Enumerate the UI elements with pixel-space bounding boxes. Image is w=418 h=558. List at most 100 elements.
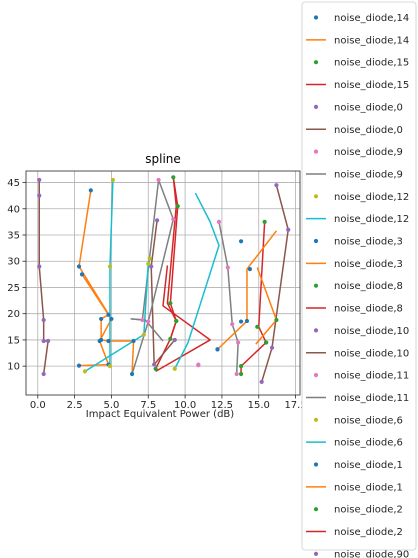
y-tick-label: 45: [7, 178, 20, 189]
series-point-2: [175, 204, 180, 209]
series-point-2: [153, 366, 158, 371]
series-point-4: [41, 317, 46, 323]
series-point-12: [238, 364, 244, 369]
legend-label: noise_diode,2: [334, 527, 403, 538]
series-point-24: [269, 345, 275, 350]
legend-label: noise_diode,9: [334, 169, 403, 180]
series-point-24: [259, 379, 264, 384]
legend: noise_diode,14 noise_diode,14 noise_diode,…: [301, 1, 417, 558]
x-axis-label: Impact Equivalent Power (dB): [86, 409, 234, 420]
y-tick-label: 20: [7, 309, 20, 320]
series-point-10: [106, 312, 111, 317]
x-tick-label: 17.5: [284, 400, 306, 411]
series-point-26: [196, 362, 201, 368]
legend-label: noise_diode,9: [334, 147, 403, 158]
series-point-10: [106, 338, 111, 344]
series-point-28: [172, 366, 177, 371]
y-tick-label: 25: [7, 283, 20, 294]
series-point-32: [174, 318, 179, 324]
y-tick-label: 10: [7, 362, 20, 373]
series-line-3: [154, 177, 179, 370]
series-point-2: [168, 301, 173, 306]
series-point-20: [244, 318, 250, 324]
series-point-16: [156, 177, 161, 183]
series-point-4: [41, 371, 46, 377]
series-point-4: [37, 193, 42, 198]
series-point-16: [171, 217, 176, 222]
legend-marker: [313, 104, 319, 109]
series-point-10: [129, 371, 135, 377]
series-line-19: [84, 258, 151, 373]
legend-label: noise_diode,0: [334, 125, 403, 136]
series-point-22: [262, 219, 267, 224]
legend-marker: [313, 417, 319, 422]
series-point-14: [149, 264, 154, 269]
series-point-30: [247, 266, 253, 272]
series-point-18: [146, 261, 151, 266]
x-tick-label: 7.5: [140, 400, 156, 411]
series-point-0: [88, 188, 93, 193]
legend-marker: [313, 60, 319, 65]
legend-label: noise_diode,12: [334, 192, 409, 203]
series-layer: [37, 175, 291, 384]
y-tick-label: 40: [7, 204, 20, 215]
legend-label: noise_diode,1: [334, 460, 403, 471]
legend-label: noise_diode,11: [334, 371, 409, 382]
legend-label: noise_diode,8: [334, 281, 403, 292]
series-line-11: [81, 273, 135, 375]
series-line-15: [150, 220, 176, 366]
legend-marker: [313, 149, 319, 154]
legend-frame: [301, 1, 417, 551]
x-tick-label: 15.0: [248, 400, 270, 411]
series-line-27: [130, 318, 164, 342]
series-line-23: [155, 265, 211, 373]
series-point-4: [37, 264, 42, 269]
series-point-2: [168, 336, 173, 341]
legend-label: noise_diode,90: [334, 549, 409, 558]
legend-label: noise_diode,2: [334, 505, 403, 516]
y-tick-label: 35: [7, 231, 20, 242]
series-point-14: [155, 218, 160, 223]
legend-marker: [313, 507, 319, 512]
series-point-24: [274, 183, 279, 188]
series-point-10: [99, 337, 104, 343]
legend-marker: [313, 462, 319, 467]
series-point-18: [141, 332, 146, 337]
series-point-2: [171, 175, 176, 180]
legend-label: noise_diode,14: [334, 13, 409, 24]
series-line-33: [166, 177, 178, 340]
series-point-6: [234, 371, 239, 377]
x-tick-label: 12.5: [211, 400, 233, 411]
series-point-4: [41, 338, 46, 344]
x-tick-label: 2.5: [67, 400, 83, 411]
legend-label: noise_diode,6: [334, 415, 403, 426]
legend-label: noise_diode,15: [334, 58, 409, 69]
series-point-6: [236, 340, 241, 345]
legend-label: noise_diode,10: [334, 348, 409, 359]
plot-frame: [25, 170, 301, 396]
series-point-4: [37, 177, 42, 183]
legend-label: noise_diode,12: [334, 214, 409, 225]
series-point-0: [76, 363, 82, 368]
chart-title: spline: [145, 152, 181, 166]
series-point-10: [79, 272, 85, 277]
legend-marker: [313, 238, 319, 244]
series-point-0: [76, 264, 82, 269]
legend-marker: [313, 15, 319, 20]
x-tick-label: 10.0: [174, 400, 196, 411]
series-point-22: [264, 340, 269, 345]
y-tick-label: 30: [7, 257, 20, 268]
series-point-12: [238, 371, 244, 377]
legend-label: noise_diode,3: [334, 237, 403, 248]
series-point-24: [286, 227, 291, 232]
legend-label: noise_diode,1: [334, 482, 403, 493]
legend-label: noise_diode,0: [334, 102, 403, 113]
y-tick-label: 15: [7, 335, 20, 346]
legend-marker: [313, 373, 319, 378]
legend-marker: [313, 194, 319, 199]
legend-marker: [313, 328, 319, 333]
series-point-10: [131, 338, 136, 344]
series-point-10: [99, 316, 104, 322]
series-point-8: [107, 264, 113, 269]
